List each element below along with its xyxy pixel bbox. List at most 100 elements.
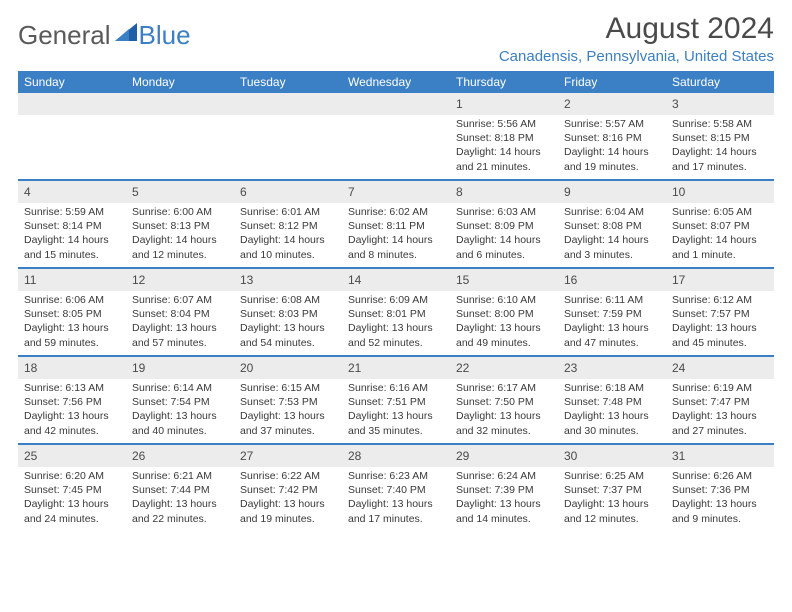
- day-number-row: 4: [18, 181, 126, 203]
- day-cell: 28 Sunrise: 6:23 AMSunset: 7:40 PMDayligh…: [342, 445, 450, 531]
- daylight-text: Daylight: 13 hours and 19 minutes.: [240, 497, 336, 525]
- day-number: 12: [132, 273, 145, 287]
- sunrise-text: Sunrise: 6:15 AM: [240, 381, 336, 395]
- day-number-row: 28: [342, 445, 450, 467]
- day-number-row: 26: [126, 445, 234, 467]
- sunset-text: Sunset: 7:54 PM: [132, 395, 228, 409]
- day-number: 7: [348, 185, 355, 199]
- location-subtitle: Canadensis, Pennsylvania, United States: [499, 48, 774, 65]
- day-number-row: 31: [666, 445, 774, 467]
- sunset-text: Sunset: 7:57 PM: [672, 307, 768, 321]
- day-cell: 22Sunrise: 6:17 AMSunset: 7:50 PMDayligh…: [450, 357, 558, 443]
- day-number: 4: [24, 185, 31, 199]
- daylight-text: Daylight: 14 hours and 17 minutes.: [672, 145, 768, 173]
- day-number: 15: [456, 273, 469, 287]
- day-number-row: 7: [342, 181, 450, 203]
- day-number-row: 14: [342, 269, 450, 291]
- day-number: 31: [672, 449, 685, 463]
- day-details: Sunrise: 5:56 AMSunset: 8:18 PMDaylight:…: [450, 115, 558, 178]
- daylight-text: Daylight: 13 hours and 37 minutes.: [240, 409, 336, 437]
- sunset-text: Sunset: 7:36 PM: [672, 483, 768, 497]
- daylight-text: Daylight: 14 hours and 1 minute.: [672, 233, 768, 261]
- weekday-header: Monday: [126, 71, 234, 93]
- sunset-text: Sunset: 7:37 PM: [564, 483, 660, 497]
- day-details: Sunrise: 6:26 AMSunset: 7:36 PMDaylight:…: [666, 467, 774, 530]
- day-details: Sunrise: 6:23 AMSunset: 7:40 PMDaylight:…: [342, 467, 450, 530]
- day-number: 9: [564, 185, 571, 199]
- day-number: 3: [672, 97, 679, 111]
- sunrise-text: Sunrise: 6:09 AM: [348, 293, 444, 307]
- sunrise-text: Sunrise: 6:12 AM: [672, 293, 768, 307]
- sunset-text: Sunset: 8:12 PM: [240, 219, 336, 233]
- day-number: 30: [564, 449, 577, 463]
- day-number-row: 27: [234, 445, 342, 467]
- daylight-text: Daylight: 13 hours and 12 minutes.: [564, 497, 660, 525]
- day-number: 23: [564, 361, 577, 375]
- sunset-text: Sunset: 7:51 PM: [348, 395, 444, 409]
- calendar: SundayMondayTuesdayWednesdayThursdayFrid…: [18, 71, 774, 531]
- day-number-row: 23: [558, 357, 666, 379]
- day-details: [342, 115, 450, 121]
- sunset-text: Sunset: 8:05 PM: [24, 307, 120, 321]
- day-number: 20: [240, 361, 253, 375]
- day-cell: 14Sunrise: 6:09 AMSunset: 8:01 PMDayligh…: [342, 269, 450, 355]
- day-number-row: 5: [126, 181, 234, 203]
- day-number: 17: [672, 273, 685, 287]
- sunrise-text: Sunrise: 5:57 AM: [564, 117, 660, 131]
- sunrise-text: Sunrise: 6:04 AM: [564, 205, 660, 219]
- day-number: 28: [348, 449, 361, 463]
- day-number: 25: [24, 449, 37, 463]
- day-number-row: 6: [234, 181, 342, 203]
- day-number: 22: [456, 361, 469, 375]
- day-number-row: [18, 93, 126, 115]
- sunset-text: Sunset: 8:00 PM: [456, 307, 552, 321]
- sunrise-text: Sunrise: 6:02 AM: [348, 205, 444, 219]
- sunset-text: Sunset: 7:40 PM: [348, 483, 444, 497]
- day-details: Sunrise: 6:18 AMSunset: 7:48 PMDaylight:…: [558, 379, 666, 442]
- sunset-text: Sunset: 7:44 PM: [132, 483, 228, 497]
- daylight-text: Daylight: 14 hours and 3 minutes.: [564, 233, 660, 261]
- day-cell: 8Sunrise: 6:03 AMSunset: 8:09 PMDaylight…: [450, 181, 558, 267]
- day-number-row: 30: [558, 445, 666, 467]
- daylight-text: Daylight: 13 hours and 24 minutes.: [24, 497, 120, 525]
- day-number: 1: [456, 97, 463, 111]
- sunset-text: Sunset: 7:48 PM: [564, 395, 660, 409]
- sunset-text: Sunset: 7:50 PM: [456, 395, 552, 409]
- sunset-text: Sunset: 7:47 PM: [672, 395, 768, 409]
- day-number: [240, 97, 243, 111]
- day-number-row: 24: [666, 357, 774, 379]
- daylight-text: Daylight: 13 hours and 32 minutes.: [456, 409, 552, 437]
- day-details: Sunrise: 6:20 AMSunset: 7:45 PMDaylight:…: [18, 467, 126, 530]
- daylight-text: Daylight: 13 hours and 17 minutes.: [348, 497, 444, 525]
- sunrise-text: Sunrise: 6:00 AM: [132, 205, 228, 219]
- weeks-container: 1 Sunrise: 5:56 AMSunset: 8:18 PMDaylight…: [18, 93, 774, 531]
- day-number-row: 19: [126, 357, 234, 379]
- daylight-text: Daylight: 13 hours and 57 minutes.: [132, 321, 228, 349]
- day-number: 19: [132, 361, 145, 375]
- sunset-text: Sunset: 8:13 PM: [132, 219, 228, 233]
- week-row: 1 Sunrise: 5:56 AMSunset: 8:18 PMDaylight…: [18, 93, 774, 181]
- daylight-text: Daylight: 13 hours and 35 minutes.: [348, 409, 444, 437]
- title-block: August 2024 Canadensis, Pennsylvania, Un…: [499, 12, 774, 65]
- day-number: 5: [132, 185, 139, 199]
- day-number-row: 2: [558, 93, 666, 115]
- day-details: Sunrise: 5:59 AMSunset: 8:14 PMDaylight:…: [18, 203, 126, 266]
- day-cell: 2Sunrise: 5:57 AMSunset: 8:16 PMDaylight…: [558, 93, 666, 179]
- day-number-row: 8: [450, 181, 558, 203]
- daylight-text: Daylight: 13 hours and 54 minutes.: [240, 321, 336, 349]
- week-row: 25 Sunrise: 6:20 AMSunset: 7:45 PMDayligh…: [18, 445, 774, 531]
- day-cell: 7Sunrise: 6:02 AMSunset: 8:11 PMDaylight…: [342, 181, 450, 267]
- day-details: Sunrise: 6:24 AMSunset: 7:39 PMDaylight:…: [450, 467, 558, 530]
- day-cell: 10Sunrise: 6:05 AMSunset: 8:07 PMDayligh…: [666, 181, 774, 267]
- sunrise-text: Sunrise: 6:23 AM: [348, 469, 444, 483]
- day-number: 14: [348, 273, 361, 287]
- day-number: [132, 97, 135, 111]
- day-number-row: 21: [342, 357, 450, 379]
- day-cell: 29Sunrise: 6:24 AMSunset: 7:39 PMDayligh…: [450, 445, 558, 531]
- day-details: Sunrise: 6:19 AMSunset: 7:47 PMDaylight:…: [666, 379, 774, 442]
- daylight-text: Daylight: 13 hours and 22 minutes.: [132, 497, 228, 525]
- logo-text-part1: General: [18, 20, 111, 51]
- day-number-row: [234, 93, 342, 115]
- sunset-text: Sunset: 8:15 PM: [672, 131, 768, 145]
- sunset-text: Sunset: 8:16 PM: [564, 131, 660, 145]
